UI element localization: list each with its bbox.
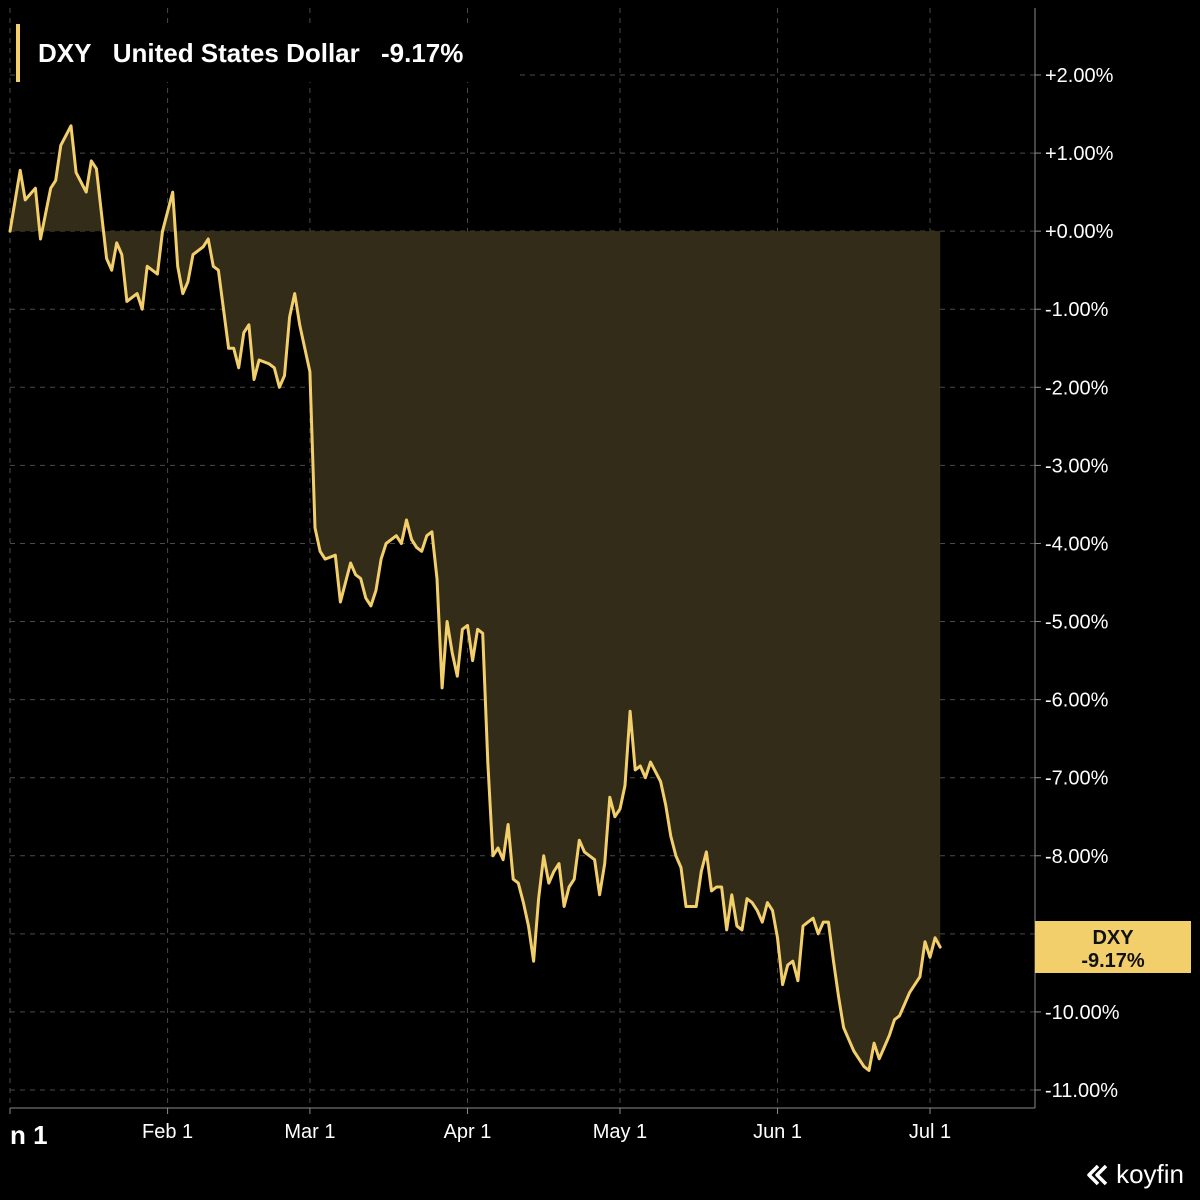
- badge-value: -9.17%: [1081, 950, 1145, 972]
- y-tick-label: +1.00%: [1045, 143, 1114, 165]
- x-tick-label: n 1: [10, 1120, 48, 1150]
- brand-logo: koyfin: [1086, 1159, 1184, 1190]
- y-tick-label: -5.00%: [1045, 612, 1109, 634]
- y-axis: +2.00% +1.00% +0.00% -1.00% -2.00% -3.00% -4.0…: [1035, 65, 1120, 1102]
- legend: DXY United States Dollar -9.17%: [16, 24, 516, 82]
- series-line: [8, 124, 942, 1072]
- brand-name: koyfin: [1116, 1159, 1184, 1189]
- y-tick-label: -7.00%: [1045, 768, 1109, 790]
- y-tick-label: +2.00%: [1045, 65, 1114, 87]
- x-tick-label: Jul 1: [909, 1121, 951, 1143]
- y-tick-label: -3.00%: [1045, 455, 1109, 477]
- y-tick-label: -4.00%: [1045, 533, 1109, 555]
- badge-ticker: DXY: [1092, 927, 1134, 949]
- koyfin-logo-icon: [1087, 1164, 1108, 1185]
- x-tick-label: May 1: [593, 1121, 647, 1143]
- last-value-badge-bg: [1035, 921, 1191, 973]
- last-value-badge: DXY -9.17%: [1035, 921, 1191, 973]
- x-axis: n 1 Feb 1 Mar 1 Apr 1 May 1 Jun 1 Jul 1: [9, 1108, 951, 1150]
- y-tick-label: -2.00%: [1045, 377, 1109, 399]
- y-tick-label: -1.00%: [1045, 299, 1109, 321]
- y-tick-label: -11.00%: [1045, 1080, 1118, 1102]
- y-tick-label: +0.00%: [1045, 221, 1114, 243]
- legend-color-swatch: [16, 24, 20, 82]
- x-tick-label: Feb 1: [142, 1121, 193, 1143]
- area-layer: [8, 124, 942, 1072]
- x-tick-label: Jun 1: [753, 1121, 802, 1143]
- legend-change: -9.17%: [381, 37, 464, 68]
- y-tick-label: -6.00%: [1045, 690, 1109, 712]
- x-tick-label: Apr 1: [444, 1121, 492, 1143]
- y-tick-label: -8.00%: [1045, 846, 1109, 868]
- legend-ticker: DXY: [38, 37, 92, 68]
- legend-name: United States Dollar: [112, 37, 360, 68]
- x-tick-label: Mar 1: [284, 1121, 335, 1143]
- legend-label: DXY United States Dollar -9.17%: [38, 38, 477, 69]
- y-tick-label: -10.00%: [1045, 1002, 1120, 1024]
- series-area-fill: [10, 125, 941, 1071]
